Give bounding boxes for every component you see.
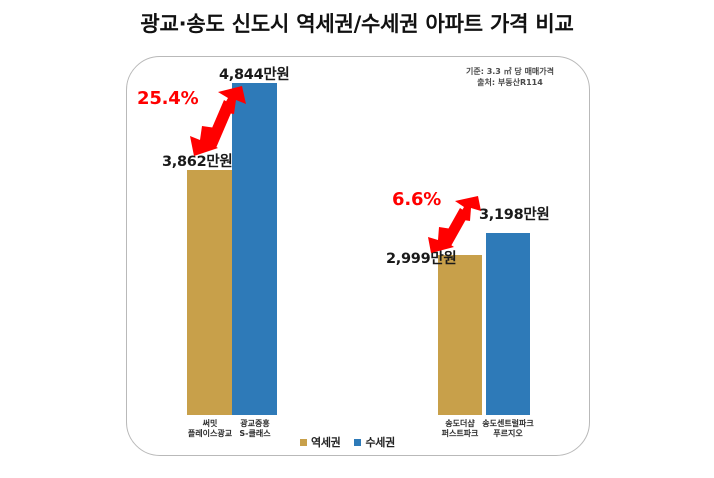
value-label-gwanggyo-station: 3,862만원 (162, 154, 233, 170)
category-label-songdo-centralpark-prugio: 송도센트럴파크 푸르지오 (466, 419, 550, 439)
source-note-basis: 기준: 3.3 ㎡ 당 매매가격 (465, 67, 555, 76)
bar-songdo-water[interactable] (486, 233, 530, 415)
category-label-line1: 송도더샵 (445, 419, 475, 428)
category-label-line1: 써밋 (202, 419, 218, 428)
percent-label-songdo: 6.6% (392, 189, 442, 210)
category-label-line2: S-클래스 (239, 429, 271, 438)
category-label-line1: 송도센트럴파크 (482, 419, 534, 428)
legend-item-station[interactable]: 역세권 (300, 434, 341, 450)
category-label-line2: 플레이스광교 (187, 429, 233, 438)
value-label-songdo-water: 3,198만원 (479, 207, 550, 223)
bar-gwanggyo-station[interactable] (187, 170, 232, 415)
legend-swatch-station-icon (300, 438, 307, 446)
bar-gwanggyo-water[interactable] (232, 83, 277, 415)
value-label-gwanggyo-water: 4,844만원 (219, 67, 290, 83)
legend-label-water: 수세권 (365, 436, 395, 449)
bar-group-songdo-water (486, 55, 530, 415)
double-arrow-icon-gwanggyo (190, 86, 246, 156)
bar-songdo-station[interactable] (438, 255, 482, 415)
category-label-gwanggyo-jungheung-s-class: 광교중흥 S-클래스 (215, 419, 295, 439)
legend: 역세권 수세권 (300, 434, 395, 450)
category-label-songdo-thesharp-firstpark: 송도더샵 퍼스트파크 (418, 419, 502, 439)
legend-item-water[interactable]: 수세권 (354, 434, 395, 450)
value-label-songdo-station: 2,999만원 (386, 251, 457, 267)
category-label-line2: 푸르지오 (493, 429, 523, 438)
category-label-line1: 광교중흥 (240, 419, 270, 428)
legend-swatch-water-icon (354, 438, 362, 446)
percent-label-gwanggyo: 25.4% (137, 88, 199, 109)
bar-group-gwanggyo-water (232, 55, 277, 415)
legend-label-station: 역세권 (311, 436, 341, 449)
source-note: 기준: 3.3 ㎡ 당 매매가격 출처: 부동산R114 (440, 66, 580, 88)
bar-group-songdo-station (438, 55, 482, 415)
source-note-origin: 출처: 부동산R114 (477, 78, 543, 87)
page-title: 광교·송도 신도시 역세권/수세권 아파트 가격 비교 (140, 12, 574, 36)
bar-group-gwanggyo-station (187, 55, 232, 415)
double-arrow-icon-songdo (428, 196, 481, 253)
category-label-summit-place-gwanggyo: 써밋 플레이스광교 (165, 419, 255, 439)
category-label-line2: 퍼스트파크 (441, 429, 479, 438)
